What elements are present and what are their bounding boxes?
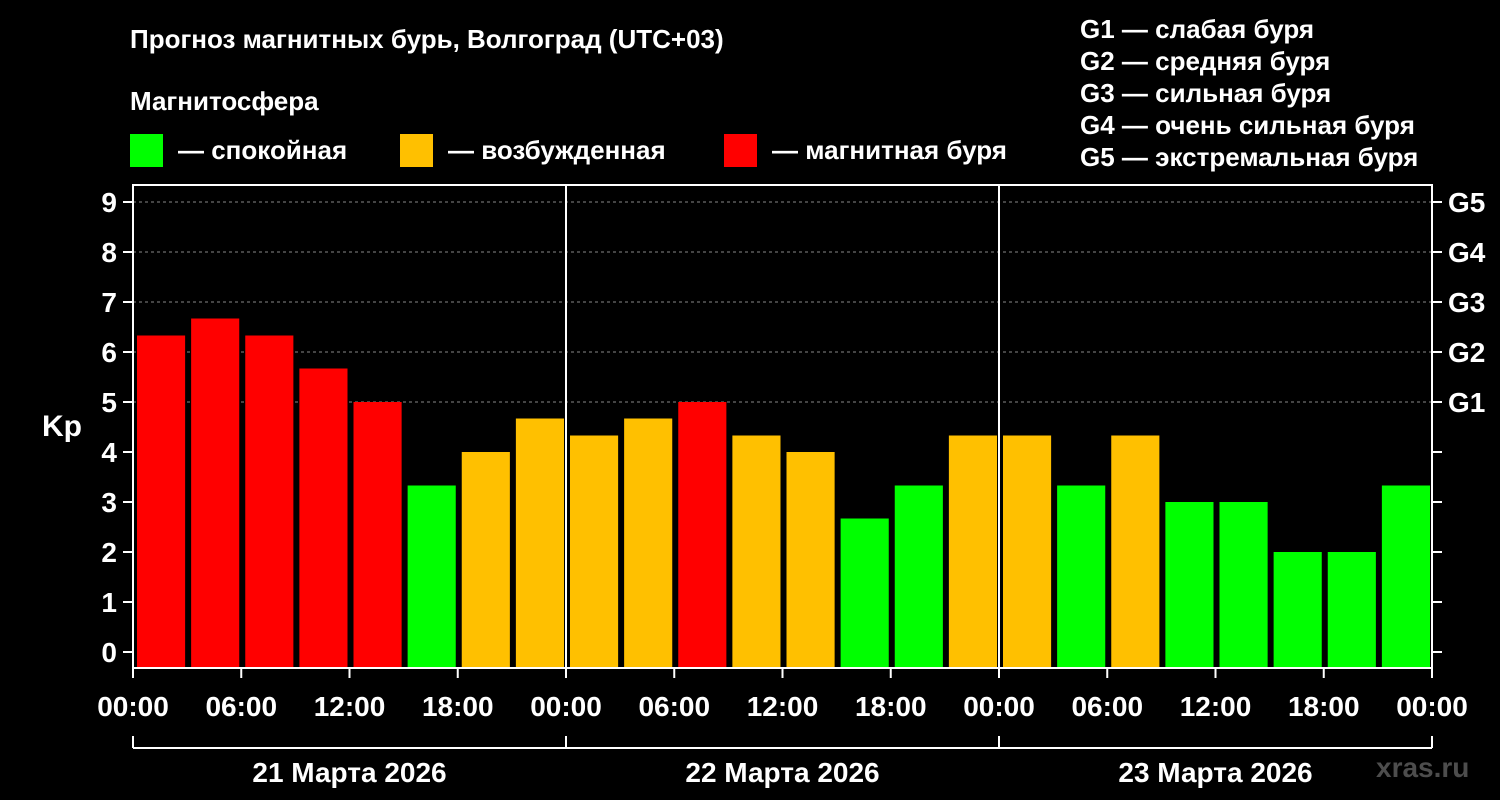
x-tick-label-11: 18:00 bbox=[1288, 691, 1360, 722]
x-tick-label-1: 06:00 bbox=[205, 691, 277, 722]
y-tick-label-6: 6 bbox=[101, 337, 117, 368]
y-tick-label-8: 8 bbox=[101, 237, 117, 268]
bar-20 bbox=[1219, 502, 1268, 668]
bar-19 bbox=[1165, 502, 1214, 668]
y-tick-label-1: 1 bbox=[101, 587, 117, 618]
y-tick-label-3: 3 bbox=[101, 487, 117, 518]
storm-legend-g1: G1 — слабая буря bbox=[1080, 14, 1315, 44]
bar-12 bbox=[786, 452, 835, 668]
storm-axis-label-g3: G3 bbox=[1448, 287, 1485, 318]
legend-swatch-excited bbox=[400, 134, 433, 167]
chart-subtitle: Магнитосфера bbox=[130, 86, 319, 116]
bar-11 bbox=[732, 435, 781, 668]
legend-swatch-storm bbox=[724, 134, 757, 167]
bar-3 bbox=[299, 368, 348, 668]
x-tick-label-4: 00:00 bbox=[530, 691, 602, 722]
bar-2 bbox=[245, 335, 294, 668]
watermark: xras.ru bbox=[1376, 752, 1470, 783]
chart-title: Прогноз магнитных бурь, Волгоград (UTC+0… bbox=[130, 24, 724, 54]
bar-18 bbox=[1111, 435, 1160, 668]
storm-legend-g4: G4 — очень сильная буря bbox=[1080, 110, 1415, 140]
storm-axis-label-g4: G4 bbox=[1448, 237, 1486, 268]
x-tick-label-9: 06:00 bbox=[1071, 691, 1143, 722]
bar-0 bbox=[137, 335, 186, 668]
day-label-1: 22 Марта 2026 bbox=[685, 757, 879, 788]
bar-21 bbox=[1273, 552, 1322, 668]
bar-22 bbox=[1327, 552, 1376, 668]
storm-legend-g5: G5 — экстремальная буря bbox=[1080, 142, 1419, 172]
bar-17 bbox=[1057, 485, 1106, 668]
bar-9 bbox=[624, 418, 673, 668]
x-tick-label-0: 00:00 bbox=[97, 691, 169, 722]
bar-6 bbox=[461, 452, 510, 668]
y-tick-label-9: 9 bbox=[101, 187, 117, 218]
y-tick-label-7: 7 bbox=[101, 287, 117, 318]
legend-label-excited: — возбужденная bbox=[448, 135, 666, 165]
bar-4 bbox=[353, 402, 402, 668]
y-tick-label-0: 0 bbox=[101, 637, 117, 668]
legend-swatch-quiet bbox=[130, 134, 163, 167]
bar-15 bbox=[948, 435, 997, 668]
bar-5 bbox=[407, 485, 456, 668]
legend-label-storm: — магнитная буря bbox=[772, 135, 1007, 165]
x-tick-label-8: 00:00 bbox=[963, 691, 1035, 722]
storm-legend-g3: G3 — сильная буря bbox=[1080, 78, 1332, 108]
bar-16 bbox=[1003, 435, 1052, 668]
storm-axis-label-g2: G2 bbox=[1448, 337, 1485, 368]
storm-axis-label-g1: G1 bbox=[1448, 387, 1485, 418]
bar-1 bbox=[191, 318, 240, 668]
bar-23 bbox=[1381, 485, 1430, 668]
legend-label-quiet: — спокойная bbox=[178, 135, 348, 165]
day-label-0: 21 Марта 2026 bbox=[252, 757, 446, 788]
bar-14 bbox=[894, 485, 943, 668]
x-tick-label-3: 18:00 bbox=[422, 691, 494, 722]
y-axis-label: Kp bbox=[42, 410, 82, 443]
x-tick-label-12: 00:00 bbox=[1396, 691, 1468, 722]
x-tick-label-7: 18:00 bbox=[855, 691, 927, 722]
storm-legend-g2: G2 — средняя буря bbox=[1080, 46, 1331, 76]
storm-axis-label-g5: G5 bbox=[1448, 187, 1485, 218]
x-tick-label-6: 12:00 bbox=[747, 691, 819, 722]
bar-10 bbox=[678, 402, 727, 668]
bar-7 bbox=[515, 418, 564, 668]
x-tick-label-10: 12:00 bbox=[1180, 691, 1252, 722]
x-tick-label-2: 12:00 bbox=[314, 691, 386, 722]
day-label-2: 23 Марта 2026 bbox=[1118, 757, 1312, 788]
y-tick-label-4: 4 bbox=[101, 437, 117, 468]
bar-8 bbox=[570, 435, 619, 668]
bar-13 bbox=[840, 518, 889, 668]
y-tick-label-2: 2 bbox=[101, 537, 117, 568]
y-tick-label-5: 5 bbox=[101, 387, 117, 418]
x-tick-label-5: 06:00 bbox=[638, 691, 710, 722]
